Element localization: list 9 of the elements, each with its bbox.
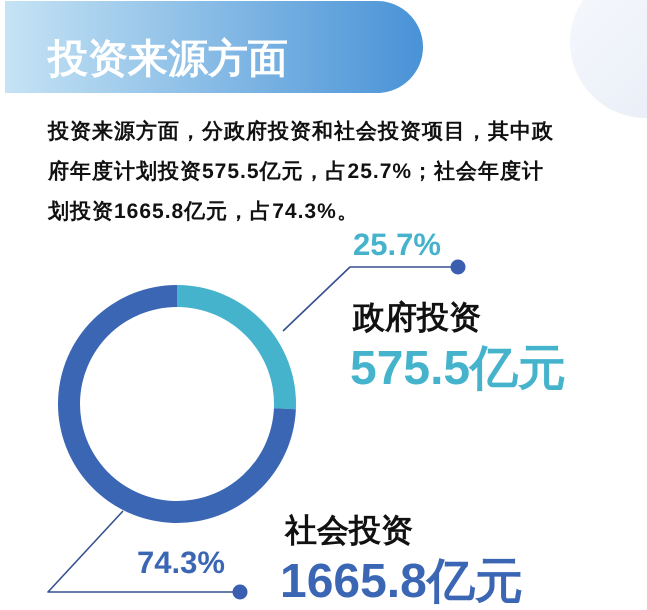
- slice-label: 社会投资: [284, 512, 413, 548]
- chart-title: 投资来源方面: [46, 37, 288, 81]
- data-label: 74.3%: [137, 545, 225, 580]
- data-label: 25.7%: [353, 227, 441, 262]
- donut-slice: [177, 285, 296, 410]
- text: 575.5亿元: [350, 342, 566, 395]
- slice-label: 政府投资: [352, 299, 481, 335]
- text: 1665.8亿元: [280, 555, 523, 608]
- text: 投资来源方面，分政府投资和社会投资项目，其中政府年度计划投资575.5亿元，占25.7%；社会年度计划投资1665.8亿元，占74.3%。: [48, 120, 554, 223]
